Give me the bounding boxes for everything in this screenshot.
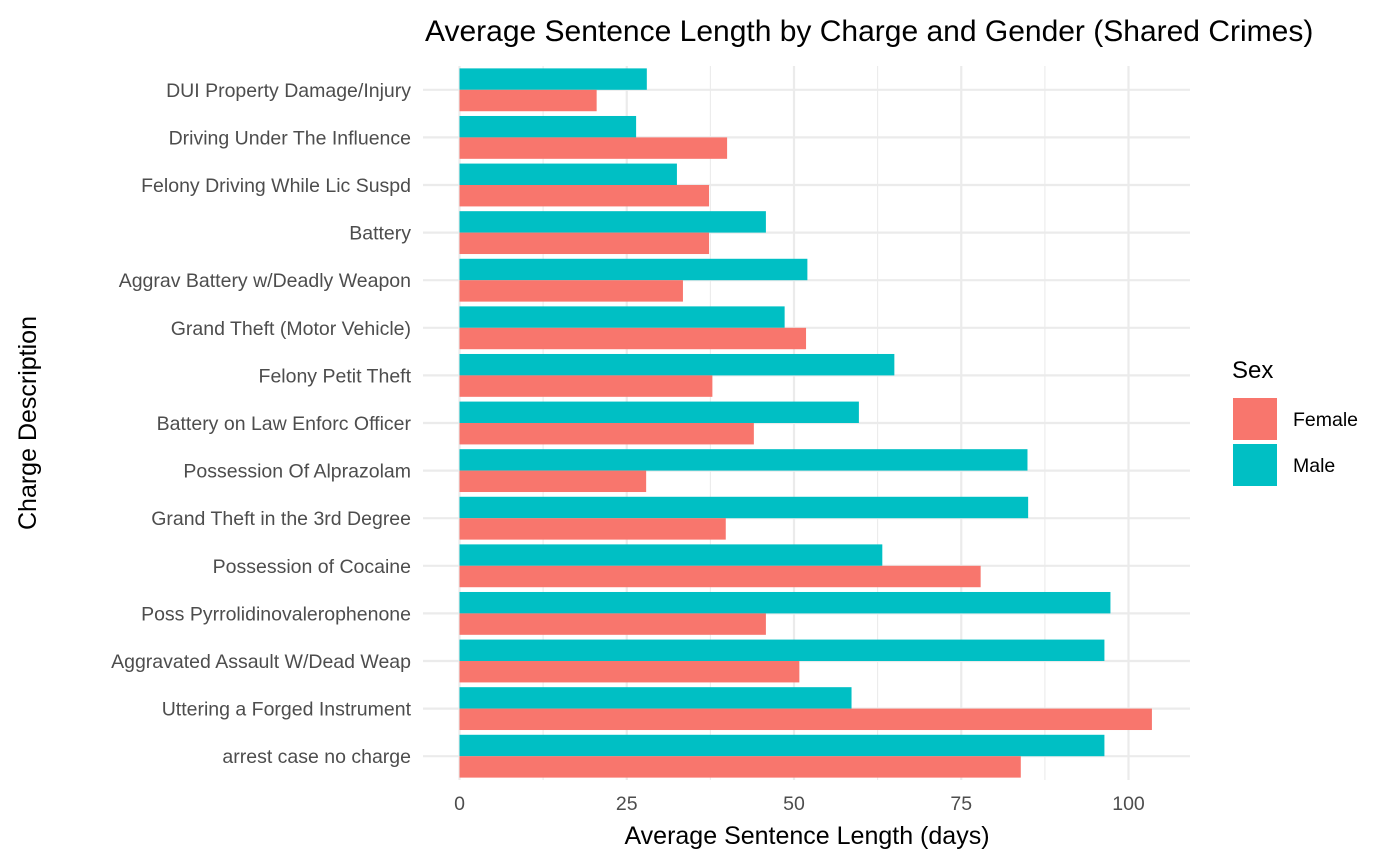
- bar-male-possession-of-cocaine: [459, 544, 883, 566]
- bar-male-dui-property-damage-injury: [459, 68, 647, 90]
- y-axis-tick-labels: DUI Property Damage/Injury Driving Under …: [111, 80, 411, 768]
- bar-female-possession-of-alprazolam: [459, 470, 647, 493]
- bar-female-felony-petit-theft: [459, 375, 713, 397]
- bar-male-poss-pyrrolidinovalerophenone: [459, 591, 1111, 614]
- bar-female-grand-theft-motor-vehicle: [459, 327, 807, 350]
- x-axis-tick-labels: 0 25 50 75 100: [454, 793, 1145, 815]
- y-tick-label: Felony Driving While Lic Suspd: [141, 175, 411, 197]
- legend-key-male: [1233, 444, 1277, 486]
- bar-female-poss-pyrrolidinovalerophenone: [459, 613, 766, 635]
- bar-male-aggrav-battery-w-deadly-weapon: [459, 258, 808, 281]
- bar-female-aggravated-assault-w-dead-weap: [459, 661, 800, 683]
- y-tick-label: Battery: [349, 223, 411, 245]
- x-tick-label: 50: [783, 793, 805, 815]
- y-tick-label: DUI Property Damage/Injury: [166, 80, 411, 102]
- bar-male-possession-of-alprazolam: [459, 449, 1028, 471]
- bars: [459, 68, 1152, 778]
- bar-female-battery-on-law-enforc-officer: [459, 423, 754, 445]
- x-tick-label: 100: [1112, 793, 1145, 815]
- bar-female-dui-property-damage-injury: [459, 89, 597, 112]
- bar-male-grand-theft-in-the-3rd-degree: [459, 496, 1029, 519]
- y-tick-label: Battery on Law Enforc Officer: [157, 413, 412, 435]
- x-tick-label: 75: [950, 793, 972, 815]
- y-tick-label: Aggrav Battery w/Deadly Weapon: [119, 270, 411, 292]
- bar-female-driving-under-the-influence: [459, 137, 728, 159]
- chart-title: Average Sentence Length by Charge and Ge…: [425, 15, 1313, 48]
- bar-female-aggrav-battery-w-deadly-weapon: [459, 280, 683, 302]
- y-tick-label: Uttering a Forged Instrument: [162, 699, 412, 721]
- bar-male-aggravated-assault-w-dead-weap: [459, 639, 1105, 661]
- x-tick-label: 0: [454, 793, 465, 815]
- bar-male-felony-driving-while-lic-suspd: [459, 163, 677, 185]
- legend-label-male: Male: [1293, 455, 1335, 477]
- legend-key-female: [1233, 398, 1277, 440]
- legend-title: Sex: [1232, 357, 1273, 384]
- bar-female-felony-driving-while-lic-suspd: [459, 185, 710, 207]
- x-axis-title: Average Sentence Length (days): [624, 822, 989, 850]
- legend: Sex Female Male: [1232, 357, 1358, 486]
- y-axis-title: Charge Description: [14, 316, 42, 530]
- bar-female-battery: [459, 232, 710, 255]
- y-tick-label: Possession Of Alprazolam: [183, 461, 411, 483]
- y-tick-label: Felony Petit Theft: [259, 365, 412, 387]
- bar-male-battery-on-law-enforc-officer: [459, 401, 859, 423]
- bar-female-arrest-case-no-charge: [459, 756, 1021, 778]
- bar-female-uttering-a-forged-instrument: [459, 708, 1152, 731]
- bar-male-uttering-a-forged-instrument: [459, 687, 852, 709]
- y-tick-label: arrest case no charge: [222, 746, 411, 768]
- y-tick-label: Grand Theft in the 3rd Degree: [151, 508, 411, 530]
- y-tick-label: Grand Theft (Motor Vehicle): [171, 318, 411, 340]
- bar-female-possession-of-cocaine: [459, 565, 981, 588]
- bar-female-grand-theft-in-the-3rd-degree: [459, 518, 726, 540]
- bar-male-grand-theft-motor-vehicle: [459, 306, 785, 328]
- bar-male-felony-petit-theft: [459, 353, 895, 376]
- y-tick-label: Aggravated Assault W/Dead Weap: [111, 651, 411, 673]
- x-tick-label: 25: [616, 793, 638, 815]
- y-tick-label: Poss Pyrrolidinovalerophenone: [141, 603, 411, 625]
- bar-male-battery: [459, 211, 766, 233]
- y-tick-label: Possession of Cocaine: [213, 556, 411, 578]
- bar-male-driving-under-the-influence: [459, 115, 637, 138]
- legend-label-female: Female: [1293, 409, 1358, 431]
- y-tick-label: Driving Under The Influence: [169, 127, 411, 149]
- bar-male-arrest-case-no-charge: [459, 734, 1105, 757]
